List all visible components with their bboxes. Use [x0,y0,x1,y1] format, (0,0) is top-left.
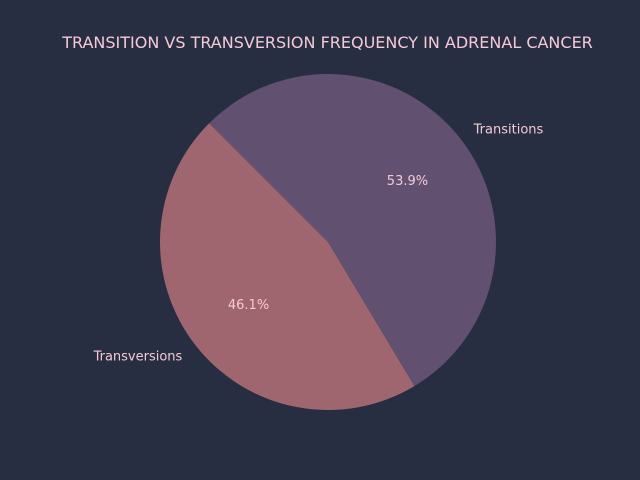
pie-slice-transitions [209,74,496,387]
slice-label-transitions: Transitions [473,122,544,137]
pct-label-transversions: 46.1% [228,298,269,313]
slice-label-transversions: Transversions [93,350,183,365]
chart-title: TRANSITION VS TRANSVERSION FREQUENCY IN … [62,33,593,52]
pie-slice-transversions [159,123,415,411]
pct-label-transitions: 53.9% [387,174,428,189]
